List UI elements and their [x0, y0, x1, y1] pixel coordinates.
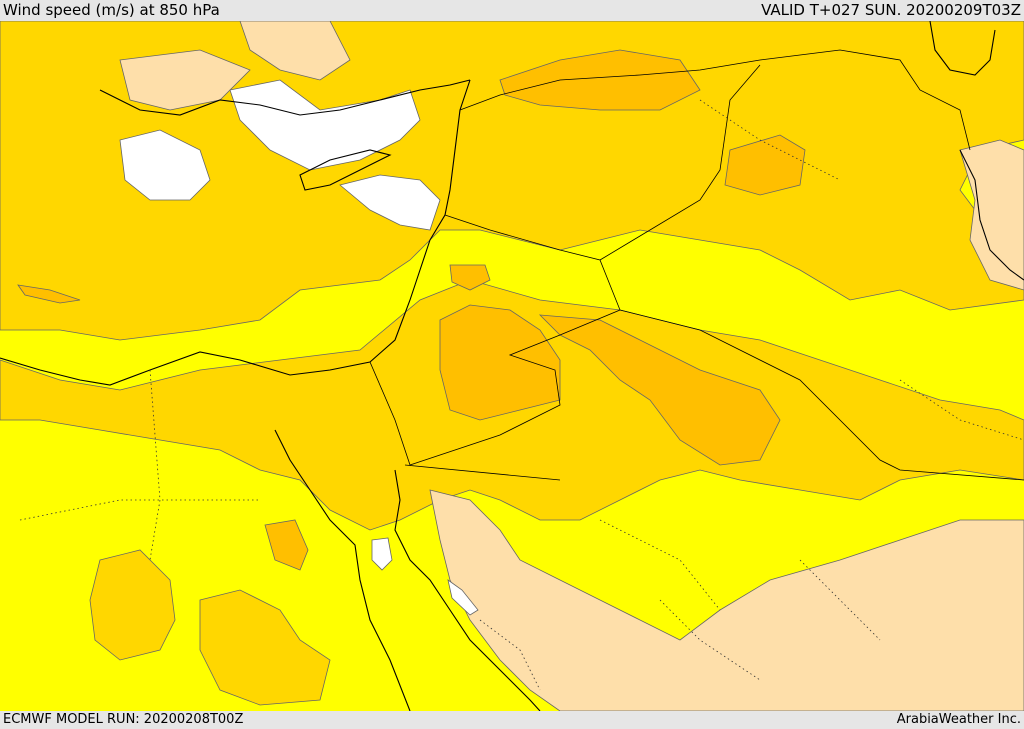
- field-band-white-west: [119, 129, 211, 201]
- field-band-orange-saudi: [538, 314, 781, 466]
- credit: ArabiaWeather Inc.: [896, 712, 1021, 727]
- field-band-orange-north: [499, 49, 701, 111]
- field-band-white-cyprus: [339, 174, 441, 231]
- coastline-caspian: [929, 21, 996, 76]
- field-band-orange-levant: [449, 264, 491, 291]
- coastline-turkey: [99, 79, 471, 116]
- field-band-orange-egypt: [264, 519, 309, 571]
- field-band-pale-arabia: [429, 489, 1024, 711]
- coastline-cyprus: [299, 149, 392, 191]
- model-run: ECMWF MODEL RUN: 20200208T00Z: [3, 712, 244, 727]
- valid-time: VALID T+027 SUN. 20200209T03Z: [761, 1, 1021, 19]
- wind-speed-map-svg: [0, 21, 1024, 711]
- map-header: Wind speed (m/s) at 850 hPa VALID T+027 …: [0, 0, 1024, 21]
- field-band-pale-turkey: [239, 21, 351, 81]
- border-dotted: [19, 99, 1024, 691]
- coastline-red-sea: [274, 429, 541, 711]
- field-band-orange-iraq: [724, 134, 806, 196]
- map-footer: ECMWF MODEL RUN: 20200208T00Z ArabiaWeat…: [0, 711, 1024, 729]
- field-band-gold-sw: [199, 589, 331, 706]
- field-band-gold-south: [89, 549, 176, 661]
- field-band-orange-med: [17, 284, 81, 304]
- field-band-white-turkey: [229, 79, 421, 171]
- border-lines: [369, 49, 1024, 481]
- field-band-white-gulf: [447, 579, 479, 616]
- coastline-gulf: [959, 149, 1024, 281]
- field-band-orange-jordan: [439, 304, 561, 421]
- map-title: Wind speed (m/s) at 850 hPa: [3, 1, 220, 19]
- weather-map: [0, 21, 1024, 711]
- field-band-pale-ne: [959, 139, 1024, 291]
- field-band-white-redsea: [371, 537, 393, 571]
